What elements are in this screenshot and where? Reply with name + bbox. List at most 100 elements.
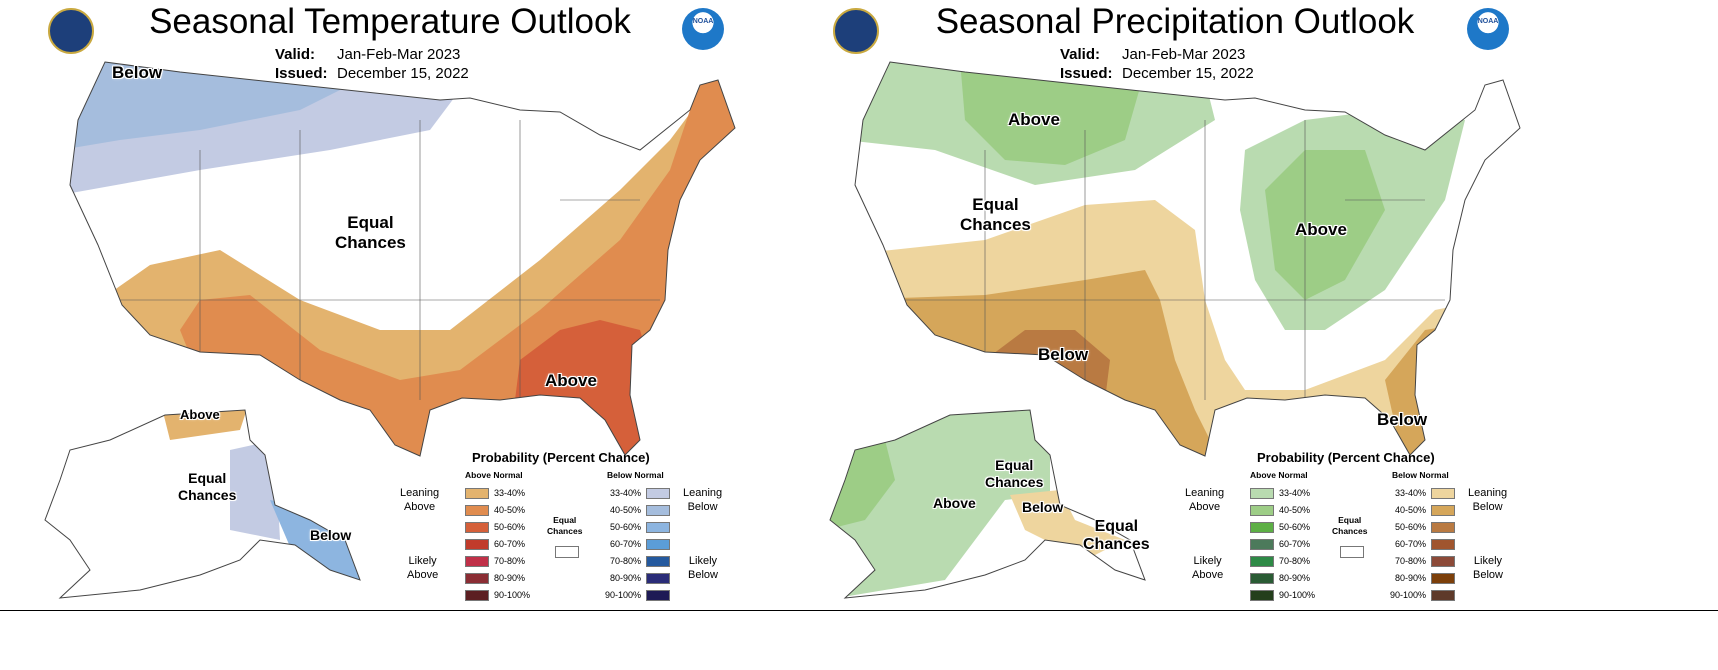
- legend-below-row: 40-50%: [603, 504, 670, 516]
- legend-range: 90-100%: [494, 590, 531, 600]
- legend-range: 70-80%: [609, 556, 641, 566]
- legend-range: 70-80%: [494, 556, 526, 566]
- valid-label: Valid:: [275, 46, 316, 63]
- legend-swatch: [1250, 487, 1274, 499]
- alaska-above-33: [160, 410, 250, 440]
- legend-swatch: [1250, 555, 1274, 567]
- legend-equal-chances: Equal Chances: [547, 515, 583, 536]
- legend-below-header: Below Normal: [1392, 470, 1449, 480]
- map-label-below-southwest: Below: [1038, 345, 1089, 364]
- legend-swatch: [465, 589, 489, 601]
- alaska-outline: [829, 409, 1146, 599]
- legend-above-row: 50-60%: [1250, 521, 1310, 533]
- legend-below-row: 60-70%: [1388, 538, 1455, 550]
- valid-period: Valid: Jan-Feb-Mar 2023: [275, 46, 460, 63]
- legend-below-row: 70-80%: [603, 555, 670, 567]
- legend-swatch: [1431, 487, 1455, 499]
- legend-range: 33-40%: [1279, 488, 1311, 498]
- legend-leaning-below: Leaning Below: [1468, 487, 1508, 513]
- legend-swatch: [646, 555, 670, 567]
- legend-range: 40-50%: [494, 505, 526, 515]
- precipitation-outlook-panel: Seasonal Precipitation Outlook NOAA Vali…: [785, 0, 1575, 612]
- legend-likely-above: Likely Above: [407, 555, 439, 581]
- legend-above-row: 60-70%: [465, 538, 525, 550]
- legend-swatch: [465, 487, 489, 499]
- noaa-logo: NOAA: [682, 8, 724, 50]
- legend-swatch: [1431, 538, 1455, 550]
- legend-likely-below: Likely Below: [1473, 555, 1503, 581]
- alaska-label-equal-chances: Equal Chances: [178, 470, 237, 503]
- legend-range: 90-100%: [1389, 590, 1426, 600]
- legend-above-row: 40-50%: [1250, 504, 1310, 516]
- probability-legend: Probability (Percent Chance) Above Normal…: [1140, 450, 1540, 610]
- legend-range: 70-80%: [1394, 556, 1426, 566]
- map-label-below: Below: [112, 63, 163, 82]
- legend-above-row: 33-40%: [465, 487, 525, 499]
- issued-date: Issued: December 15, 2022: [1060, 65, 1254, 82]
- map-label-below-southeast: Below: [1377, 410, 1428, 429]
- legend-below-header: Below Normal: [607, 470, 664, 480]
- legend-range: 40-50%: [1279, 505, 1311, 515]
- legend-above-row: 70-80%: [465, 555, 525, 567]
- legend-swatch: [1250, 521, 1274, 533]
- legend-above-row: 80-90%: [465, 572, 525, 584]
- legend-swatch: [465, 555, 489, 567]
- legend-swatch: [1431, 504, 1455, 516]
- legend-swatch: [1431, 589, 1455, 601]
- legend-equal-chances: Equal Chances: [1332, 515, 1368, 536]
- legend-swatch: [465, 504, 489, 516]
- legend-above-row: 80-90%: [1250, 572, 1310, 584]
- valid-label: Valid:: [1060, 46, 1101, 63]
- issued-value: December 15, 2022: [1122, 65, 1254, 82]
- legend-below-row: 90-100%: [603, 589, 670, 601]
- us-outline: [854, 61, 1521, 457]
- legend-below-row: 60-70%: [603, 538, 670, 550]
- legend-swatch: [646, 504, 670, 516]
- map-label-above-east: Above: [1295, 220, 1347, 239]
- legend-range: 70-80%: [1279, 556, 1311, 566]
- issued-date: Issued: December 15, 2022: [275, 65, 469, 82]
- legend-swatch: [1431, 521, 1455, 533]
- legend-range: 80-90%: [1279, 573, 1311, 583]
- legend-range: 90-100%: [604, 590, 641, 600]
- legend-range: 80-90%: [494, 573, 526, 583]
- legend-swatch: [1250, 589, 1274, 601]
- legend-swatch: [1250, 504, 1274, 516]
- bottom-divider: [0, 610, 1718, 611]
- legend-range: 33-40%: [494, 488, 526, 498]
- alaska-below-33: [1010, 490, 1125, 560]
- valid-period: Valid: Jan-Feb-Mar 2023: [1060, 46, 1245, 63]
- state-borders: [905, 120, 1445, 400]
- map-label-equal-chances: Equal Chances: [335, 213, 406, 252]
- legend-above-header: Above Normal: [1250, 470, 1308, 480]
- commerce-seal-logo: [833, 8, 879, 54]
- legend-likely-above: Likely Above: [1192, 555, 1224, 581]
- legend-below-row: 40-50%: [1388, 504, 1455, 516]
- precipitation-map: [829, 61, 1521, 599]
- legend-above-header: Above Normal: [465, 470, 523, 480]
- legend-likely-below: Likely Below: [688, 555, 718, 581]
- legend-range: 80-90%: [609, 573, 641, 583]
- legend-below-row: 80-90%: [603, 572, 670, 584]
- alaska-label-below: Below: [1022, 499, 1064, 515]
- legend-swatch: [1431, 572, 1455, 584]
- legend-range: 50-60%: [1394, 522, 1426, 532]
- legend-above-row: 33-40%: [1250, 487, 1310, 499]
- legend-range: 90-100%: [1279, 590, 1316, 600]
- noaa-logo-text: NOAA: [692, 18, 714, 25]
- legend-equal-swatch: [1340, 546, 1364, 558]
- region-above-40-east: [1265, 150, 1385, 300]
- legend-range: 50-60%: [609, 522, 641, 532]
- map-label-above: Above: [545, 371, 597, 390]
- issued-label: Issued:: [275, 65, 328, 82]
- legend-above-row: 60-70%: [1250, 538, 1310, 550]
- legend-leaning-below: Leaning Below: [683, 487, 723, 513]
- issued-value: December 15, 2022: [337, 65, 469, 82]
- legend-below-row: 33-40%: [603, 487, 670, 499]
- legend-above-row: 90-100%: [1250, 589, 1315, 601]
- alaska-label-above: Above: [180, 407, 220, 422]
- legend-range: 50-60%: [494, 522, 526, 532]
- legend-leaning-above: Leaning Above: [400, 487, 440, 513]
- noaa-logo: NOAA: [1467, 8, 1509, 50]
- panel-title: Seasonal Temperature Outlook: [149, 2, 631, 41]
